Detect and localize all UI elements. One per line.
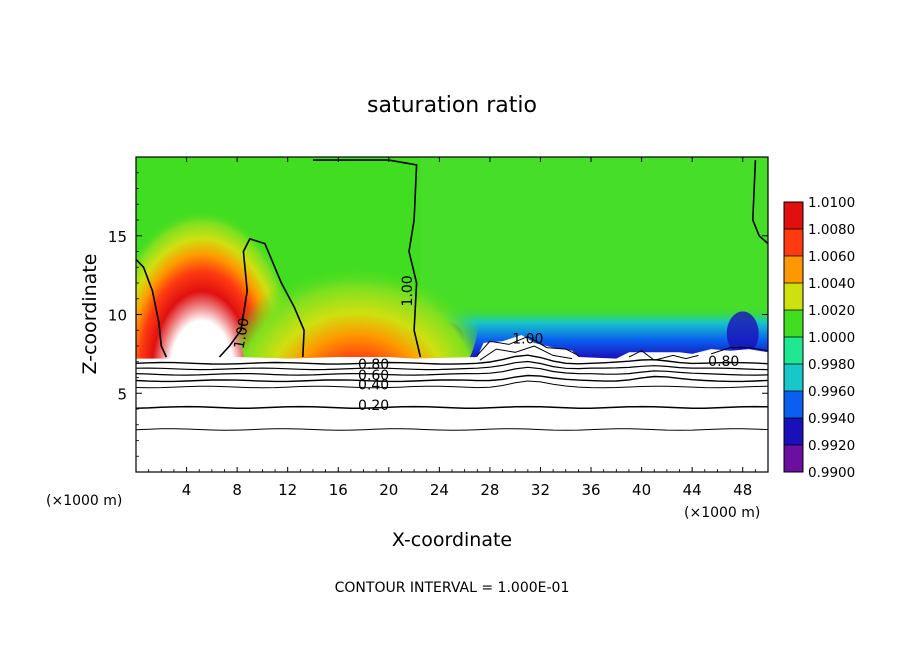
x-tick-label: 44 xyxy=(683,481,702,499)
x-tick-label: 40 xyxy=(632,481,651,499)
contour-line xyxy=(136,428,768,431)
colorbar-swatch xyxy=(784,364,803,391)
contour-label: 0.20 xyxy=(358,398,389,414)
low-saturation-blob xyxy=(726,311,759,356)
colorbar-label: 1.0060 xyxy=(808,249,855,265)
contour-line xyxy=(313,159,422,358)
contour-line xyxy=(136,354,768,365)
x-tick-label: 24 xyxy=(430,481,449,499)
colorbar-swatch xyxy=(784,229,803,256)
contour-line xyxy=(136,405,768,409)
colorbar-swatch xyxy=(784,202,803,229)
contour-line xyxy=(628,350,699,361)
y-tick-label: 15 xyxy=(108,228,127,246)
x-axis-label: X-coordinate xyxy=(392,529,512,551)
contour-line xyxy=(136,258,168,358)
x-tick-label: 12 xyxy=(278,481,297,499)
x-tick-label: 48 xyxy=(733,481,752,499)
contour-interval-note: CONTOUR INTERVAL = 1.000E-01 xyxy=(335,580,570,596)
field-shade xyxy=(420,157,768,331)
colorbar-label: 0.9960 xyxy=(808,384,855,400)
y-axis-label: Z-coordinate xyxy=(79,254,101,375)
contour-label: 1.00 xyxy=(400,275,416,306)
contour-label: 0.80 xyxy=(708,354,739,370)
contour-line xyxy=(136,374,768,383)
y-axis-unit: (×1000 m) xyxy=(46,493,122,509)
colorbar-swatch xyxy=(784,337,803,364)
x-tick-label: 28 xyxy=(480,481,499,499)
contour-line xyxy=(479,345,573,361)
colorbar-label: 1.0040 xyxy=(808,276,855,292)
x-tick-label: 36 xyxy=(581,481,600,499)
colorbar-swatch xyxy=(784,256,803,283)
plot-area: 1.001.00 1.000.800.800.600.400.20 xyxy=(136,157,768,472)
contour-line xyxy=(710,347,768,355)
colorbar-swatch xyxy=(784,391,803,418)
colorbar-label: 0.9940 xyxy=(808,411,855,427)
chart-title: saturation ratio xyxy=(367,93,537,118)
contour-line xyxy=(136,380,768,389)
colorbar-label: 1.0000 xyxy=(808,330,855,346)
x-tick-label: 32 xyxy=(531,481,550,499)
y-axis: 5 10 15 xyxy=(108,172,768,457)
contour-label: 0.60 xyxy=(358,368,389,384)
contour-line xyxy=(136,366,768,376)
colorbar-swatch xyxy=(784,310,803,337)
y-tick-label: 10 xyxy=(108,307,127,325)
colorbar-label: 1.0100 xyxy=(808,195,855,211)
colorbar-label: 1.0020 xyxy=(808,303,855,319)
saturated-core xyxy=(182,326,222,358)
colorbar-label: 0.9900 xyxy=(808,465,855,481)
x-tick-label: 4 xyxy=(182,481,192,499)
contour-label: 1.00 xyxy=(232,317,253,350)
contour-line xyxy=(476,336,579,356)
x-axis: 4 8 12 16 20 24 28 32 36 40 44 48 xyxy=(148,157,756,499)
colorbar-swatch xyxy=(784,283,803,310)
colorbar-swatch xyxy=(784,418,803,445)
contour-label: 0.40 xyxy=(358,377,389,393)
colorbar-label: 0.9920 xyxy=(808,438,855,454)
colorbar: 0.9900 0.9920 0.9940 0.9960 0.9980 1.0000 1.00… xyxy=(783,195,855,481)
contour-label: 1.00 xyxy=(512,332,543,348)
x-axis-unit: (×1000 m) xyxy=(684,505,760,521)
contour-line xyxy=(136,360,768,371)
contour-line xyxy=(218,237,305,358)
x-tick-label: 20 xyxy=(379,481,398,499)
colorbar-label: 0.9980 xyxy=(808,357,855,373)
colorbar-swatch xyxy=(784,445,803,472)
x-tick-label: 8 xyxy=(232,481,242,499)
contour-line xyxy=(751,160,768,245)
colorbar-label: 1.0080 xyxy=(808,222,855,238)
x-tick-label: 16 xyxy=(329,481,348,499)
y-tick-label: 5 xyxy=(117,385,127,403)
contour-label: 0.80 xyxy=(358,357,389,373)
